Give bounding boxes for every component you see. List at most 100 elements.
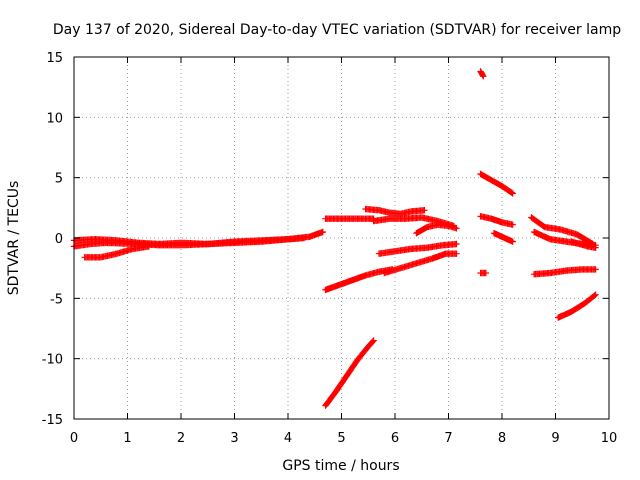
data-point: [565, 241, 567, 243]
data-point: [324, 218, 327, 220]
data-point: [399, 267, 401, 269]
data-point: [356, 359, 359, 361]
series-arc-3: [81, 243, 153, 261]
data-point: [415, 232, 417, 234]
series-markers: [490, 230, 516, 245]
y-tick-label: 15: [46, 51, 63, 66]
data-point: [587, 245, 589, 248]
data-point: [485, 272, 487, 274]
data-point: [287, 238, 289, 240]
data-point: [512, 241, 514, 243]
data-point: [100, 256, 102, 258]
data-series: [70, 68, 599, 409]
data-point: [121, 242, 123, 245]
grid: [74, 57, 609, 419]
x-tick-label: 3: [230, 431, 238, 446]
data-point: [89, 243, 91, 245]
series-arc-12: [477, 68, 487, 80]
x-tick-label: 6: [391, 431, 399, 446]
series-markers: [477, 170, 516, 197]
data-point: [410, 248, 412, 250]
data-point: [423, 209, 426, 211]
data-point: [490, 218, 492, 220]
data-point: [595, 294, 597, 296]
data-point: [584, 302, 586, 304]
series-arc-20: [530, 266, 599, 278]
data-point: [426, 247, 428, 249]
data-point: [338, 284, 340, 286]
y-tick-label: -5: [50, 292, 63, 307]
chart-title: Day 137 of 2020, Sidereal Day-to-day VTE…: [53, 22, 621, 38]
data-point: [544, 226, 546, 228]
series-arc-7: [413, 221, 460, 237]
x-tick-label: 1: [123, 431, 131, 446]
y-tick-label: 10: [46, 111, 63, 126]
data-point: [512, 192, 514, 194]
data-point: [533, 231, 535, 233]
series-markers: [477, 213, 516, 228]
data-point: [501, 221, 503, 223]
data-point: [455, 227, 458, 229]
x-tick-label: 10: [601, 431, 618, 446]
data-point: [482, 75, 484, 77]
series-arc-16: [477, 269, 490, 277]
data-point: [576, 233, 578, 235]
data-point: [373, 339, 375, 342]
data-point: [378, 209, 380, 211]
series-markers: [477, 269, 490, 277]
data-point: [595, 268, 597, 270]
data-point: [445, 253, 447, 255]
data-point: [437, 220, 439, 222]
data-point: [410, 210, 412, 213]
series-markers: [322, 215, 377, 222]
data-point: [356, 218, 359, 220]
data-point: [490, 179, 492, 181]
data-point: [533, 273, 535, 275]
data-point: [549, 272, 551, 274]
x-tick-label: 7: [444, 431, 452, 446]
data-point: [501, 185, 503, 187]
data-point: [132, 248, 134, 250]
data-point: [389, 218, 391, 220]
data-point: [447, 225, 450, 227]
series-markers: [322, 337, 377, 409]
series-arc-17: [528, 214, 597, 248]
data-point: [421, 216, 423, 219]
data-point: [303, 237, 305, 239]
data-point: [405, 218, 407, 220]
series-arc-14: [477, 213, 516, 228]
series-markers: [477, 68, 487, 80]
data-point: [159, 244, 161, 246]
data-point: [94, 238, 96, 240]
data-point: [148, 245, 150, 248]
y-tick-label: 0: [55, 232, 63, 247]
data-point: [340, 218, 343, 220]
data-point: [180, 244, 182, 246]
y-tick-label: 5: [55, 172, 63, 187]
series-arc-5: [362, 205, 428, 218]
data-point: [364, 208, 367, 210]
series-arc-15: [490, 230, 516, 245]
x-tick-label: 8: [498, 431, 506, 446]
series-arc-13: [477, 170, 516, 197]
axis-ticks: 0 1 2 3 4 5 6 7 8 9 10 -15 -10 -5 0 5 10 15: [42, 51, 618, 446]
data-point: [557, 317, 559, 319]
data-point: [364, 274, 367, 277]
data-point: [442, 244, 444, 246]
data-point: [137, 243, 139, 245]
data-point: [322, 231, 324, 233]
data-point: [437, 224, 439, 226]
data-point: [367, 346, 369, 348]
data-point: [383, 272, 385, 274]
data-point: [501, 236, 503, 238]
series-arc-10: [381, 250, 460, 277]
data-point: [260, 241, 262, 243]
y-tick-label: -15: [42, 413, 63, 428]
y-axis-label: SDTVAR / TECUs: [6, 181, 22, 296]
data-point: [426, 226, 428, 228]
data-point: [581, 268, 583, 270]
data-point: [570, 311, 573, 313]
data-point: [431, 257, 434, 260]
x-tick-label: 5: [337, 431, 345, 446]
data-point: [233, 242, 236, 244]
